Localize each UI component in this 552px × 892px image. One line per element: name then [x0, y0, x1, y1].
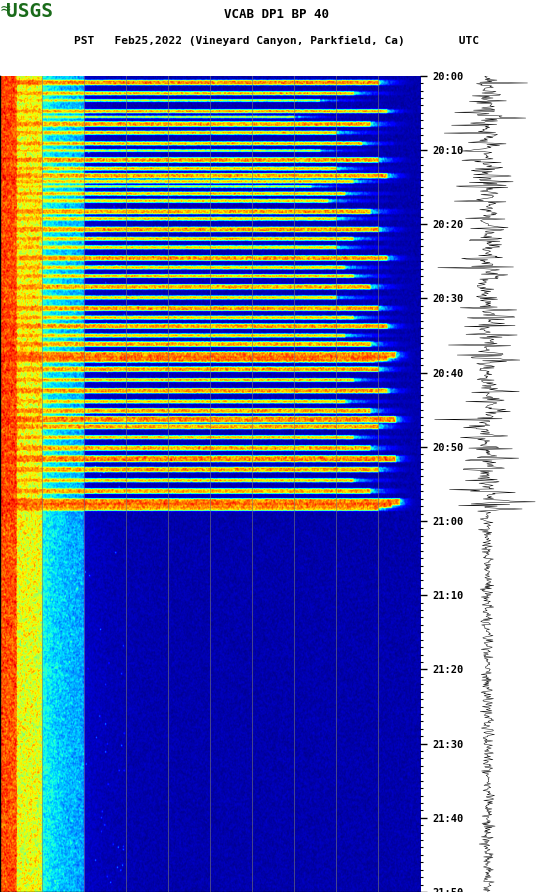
Text: VCAB DP1 BP 40: VCAB DP1 BP 40 — [224, 7, 328, 21]
Text: PST   Feb25,2022 (Vineyard Canyon, Parkfield, Ca)        UTC: PST Feb25,2022 (Vineyard Canyon, Parkfie… — [73, 37, 479, 46]
Text: USGS: USGS — [6, 2, 52, 21]
Text: ≈: ≈ — [0, 2, 12, 15]
